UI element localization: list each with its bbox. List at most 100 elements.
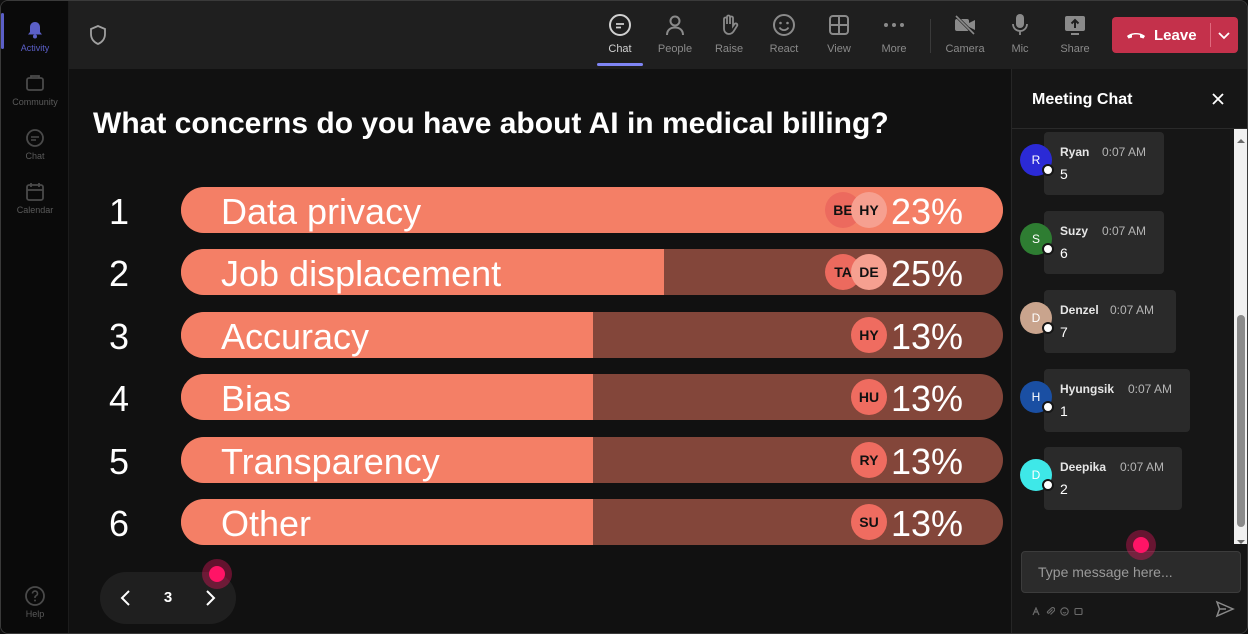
chat-message[interactable]: Hyungsik 0:07 AM 1: [1044, 369, 1190, 432]
chevron-right-icon[interactable]: [200, 586, 220, 610]
rail-label: Chat: [25, 151, 45, 161]
message-text: 5: [1060, 166, 1068, 182]
rail-active-indicator: [1, 13, 4, 49]
chat-message[interactable]: Ryan 0:07 AM 5: [1044, 132, 1164, 195]
toolbar-people-button[interactable]: People: [649, 11, 701, 63]
chat-message-list[interactable]: Ryan 0:07 AM 5 R Suzy 0:07 AM 6 S Denzel 0:07 AM 7…: [1012, 129, 1234, 544]
option-bar[interactable]: Accuracy HY 13%: [181, 311, 1003, 358]
option-label: Other: [221, 503, 312, 544]
option-percent: 13%: [890, 315, 963, 357]
emoji-icon[interactable]: [1060, 603, 1069, 616]
option-bar-fill: [181, 249, 664, 296]
message-text: 2: [1060, 481, 1068, 497]
laser-pointer: [202, 559, 232, 589]
avatar[interactable]: H: [1020, 381, 1054, 413]
toolbar-react-button[interactable]: React: [758, 11, 810, 63]
option-number: 1: [109, 191, 130, 232]
shield-icon[interactable]: [89, 25, 107, 45]
calendar-icon: [24, 181, 46, 203]
avatar[interactable]: D: [1020, 302, 1054, 334]
option-bar[interactable]: Transparency RY 13%: [181, 436, 1003, 483]
gif-icon[interactable]: [1074, 603, 1083, 616]
presence-status-icon: [1042, 401, 1054, 413]
attach-icon[interactable]: [1046, 603, 1056, 615]
option-percent: 13%: [890, 440, 963, 482]
toolbar-chat-button[interactable]: Chat: [594, 11, 646, 63]
rail-item-help[interactable]: Help: [1, 575, 69, 627]
chat-title: Meeting Chat: [1032, 91, 1133, 108]
more-icon: [882, 13, 906, 37]
rail-label: Calendar: [16, 205, 54, 215]
leave-button[interactable]: Leave: [1112, 17, 1238, 53]
voter-avatar: HY: [851, 192, 887, 228]
message-timestamp: 0:07 AM: [1110, 303, 1155, 317]
mic-icon: [1008, 13, 1032, 37]
meeting-chat-panel: Meeting Chat Ryan 0:07 AM 5 R Suzy 0:07 AM 6 S D…: [1011, 69, 1247, 633]
toolbar-label: Camera: [945, 43, 985, 55]
meeting-toolbar: Chat People Raise React View: [69, 1, 1247, 69]
toolbar-raise-button[interactable]: Raise: [703, 11, 755, 63]
option-bar-fill: [181, 311, 593, 358]
toolbar-more-button[interactable]: More: [868, 11, 920, 63]
toolbar-share-button[interactable]: Share: [1049, 11, 1101, 63]
option-bar[interactable]: Other SU 13%: [181, 499, 1003, 545]
chat-message[interactable]: Suzy 0:07 AM 6: [1044, 211, 1164, 274]
toolbar-label: Raise: [714, 43, 744, 55]
avatar[interactable]: D: [1020, 459, 1054, 491]
rail-item-chat[interactable]: Chat: [1, 117, 69, 169]
presence-status-icon: [1042, 322, 1054, 334]
bell-icon: [24, 19, 46, 41]
option-bar[interactable]: Data privacy BE HY 23%: [181, 187, 1003, 233]
chevron-down-icon[interactable]: [1216, 27, 1232, 43]
avatar[interactable]: R: [1020, 144, 1054, 176]
avatar-initial: D: [1031, 311, 1041, 325]
scroll-thumb[interactable]: [1237, 315, 1245, 527]
poll-option-row: 1 Data privacy BE HY 23%: [69, 187, 1011, 235]
chat-scrollbar[interactable]: [1234, 129, 1247, 544]
message-input[interactable]: [1021, 551, 1241, 593]
chat-message[interactable]: Denzel 0:07 AM 7: [1044, 290, 1176, 353]
toolbar-label: Mic: [1011, 43, 1029, 55]
toolbar-label: More: [881, 43, 907, 55]
toolbar-label: Chat: [608, 43, 632, 55]
rail-item-activity[interactable]: Activity: [1, 9, 69, 61]
avatar-initial: S: [1031, 232, 1040, 246]
option-percent: 25%: [890, 253, 963, 295]
scroll-down-arrow-icon[interactable]: [1237, 533, 1245, 544]
message-timestamp: 0:07 AM: [1120, 460, 1165, 474]
toolbar-label: People: [657, 43, 693, 55]
rail-item-community[interactable]: Community: [1, 63, 69, 115]
page-number: 3: [163, 589, 173, 606]
rail-item-calendar[interactable]: Calendar: [1, 171, 69, 223]
voter-avatar: RY: [851, 441, 887, 478]
voter-avatar: HY: [851, 316, 887, 353]
rail-label: Help: [25, 609, 45, 619]
avatar[interactable]: S: [1020, 223, 1054, 255]
toolbar-mic-button[interactable]: Mic: [994, 11, 1046, 63]
option-percent: 23%: [890, 191, 963, 232]
option-bar[interactable]: Job displacement TA DE 25%: [181, 249, 1003, 296]
poll-option-row: 5 Transparency RY 13%: [69, 436, 1011, 485]
toolbar-label: View: [827, 43, 851, 55]
camera-off-icon: [953, 13, 977, 37]
close-icon[interactable]: [1210, 91, 1226, 107]
poll-question: What concerns do you have about AI in me…: [93, 107, 889, 140]
option-percent: 13%: [890, 378, 963, 420]
option-bar[interactable]: Bias HU 13%: [181, 374, 1003, 421]
toolbar-view-button[interactable]: View: [813, 11, 865, 63]
poll-option-row: 6 Other SU 13%: [69, 499, 1011, 547]
help-icon: [24, 585, 46, 607]
phone-hangup-icon: [1126, 25, 1146, 45]
send-icon[interactable]: [1215, 600, 1235, 618]
chevron-left-icon[interactable]: [116, 586, 136, 610]
scroll-up-arrow-icon[interactable]: [1237, 132, 1245, 143]
option-bar-fill: [181, 374, 593, 421]
message-sender: Suzy: [1060, 224, 1089, 238]
format-icon[interactable]: [1032, 603, 1041, 616]
option-number: 2: [109, 253, 130, 295]
toolbar-label: Share: [1060, 43, 1090, 55]
chat-message[interactable]: Deepika 0:07 AM 2: [1044, 447, 1182, 510]
toolbar-camera-button[interactable]: Camera: [939, 11, 991, 63]
message-timestamp: 0:07 AM: [1102, 224, 1147, 238]
option-number: 5: [109, 440, 130, 482]
